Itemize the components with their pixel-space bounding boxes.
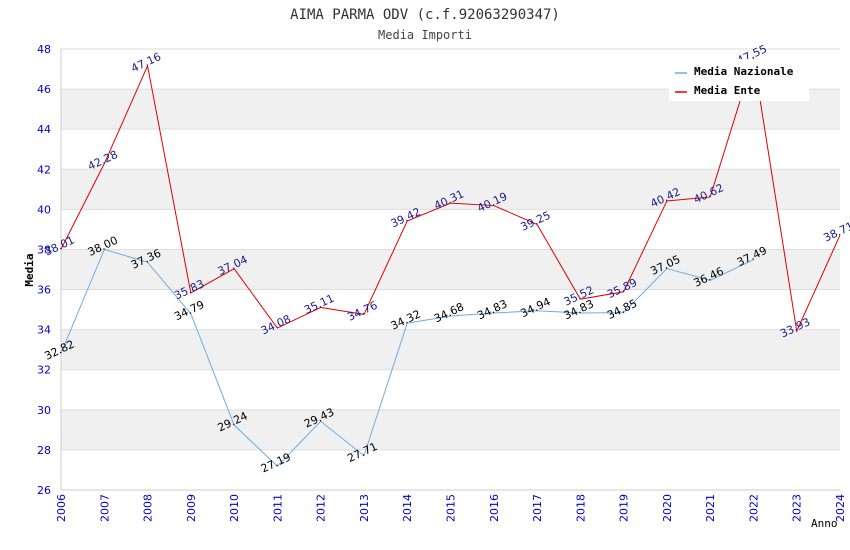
series-line-media-ente	[60, 57, 841, 333]
x-tick-label: 2020	[661, 494, 674, 522]
y-tick-label: 26	[37, 484, 51, 497]
y-tick-label: 48	[37, 43, 51, 56]
y-tick-label: 42	[37, 163, 51, 176]
chart-title: AIMA PARMA ODV (c.f.92063290347)	[290, 7, 560, 23]
x-axis-label: Anno	[811, 517, 838, 530]
x-tick-label: 2008	[142, 494, 155, 522]
y-tick-label: 28	[37, 444, 51, 457]
legend-box	[669, 59, 809, 101]
grid-band	[61, 289, 840, 330]
axes	[60, 49, 840, 491]
x-tick-label: 2009	[185, 494, 198, 522]
x-tick-label: 2007	[98, 494, 111, 522]
y-tick-label: 40	[37, 203, 51, 216]
chart-subtitle: Media Importi	[378, 28, 472, 42]
grid-band	[61, 329, 840, 370]
grid-bands	[61, 48, 840, 491]
y-ticks: 26 28 30 32 34 36 38 40 42 44 46 48	[37, 43, 51, 497]
y-tick-label: 30	[37, 404, 51, 417]
y-tick-label: 36	[37, 284, 51, 297]
x-tick-label: 2010	[228, 494, 241, 522]
grid-band	[61, 449, 840, 490]
grid-band	[61, 249, 840, 290]
x-tick-label: 2015	[445, 494, 458, 522]
y-axis-label: Media	[23, 253, 36, 286]
legend: Media Nazionale Media Ente	[669, 59, 809, 101]
legend-label-media-nazionale: Media Nazionale	[694, 65, 794, 78]
series-line-media-nazionale	[60, 248, 754, 467]
y-tick-label: 46	[37, 83, 51, 96]
x-tick-label: 2013	[358, 494, 371, 522]
legend-label-media-ente: Media Ente	[694, 84, 761, 97]
x-tick-label: 2016	[488, 494, 501, 522]
x-ticks: 2006 2007 2008 2009 2010 2011 2012 2013 2014 2015…	[55, 494, 847, 522]
grid-band	[61, 209, 840, 250]
grid-band	[61, 409, 840, 450]
series-lines	[60, 57, 841, 467]
x-tick-label: 2022	[747, 494, 760, 522]
y-tick-label: 44	[37, 123, 51, 136]
grid-band	[61, 129, 840, 170]
x-tick-label: 2023	[791, 494, 804, 522]
x-tick-label: 2006	[55, 494, 68, 522]
x-tick-label: 2012	[315, 494, 328, 522]
y-tick-label: 32	[37, 364, 51, 377]
x-tick-label: 2011	[271, 494, 284, 522]
grid-band	[61, 369, 840, 410]
x-tick-label: 2021	[704, 494, 717, 522]
y-tick-label: 38	[37, 243, 51, 256]
x-tick-label: 2024	[834, 494, 847, 522]
x-tick-label: 2017	[531, 494, 544, 522]
x-tick-label: 2019	[618, 494, 631, 522]
y-tick-label: 34	[37, 324, 51, 337]
x-tick-label: 2018	[574, 494, 587, 522]
x-tick-label: 2014	[401, 494, 414, 522]
